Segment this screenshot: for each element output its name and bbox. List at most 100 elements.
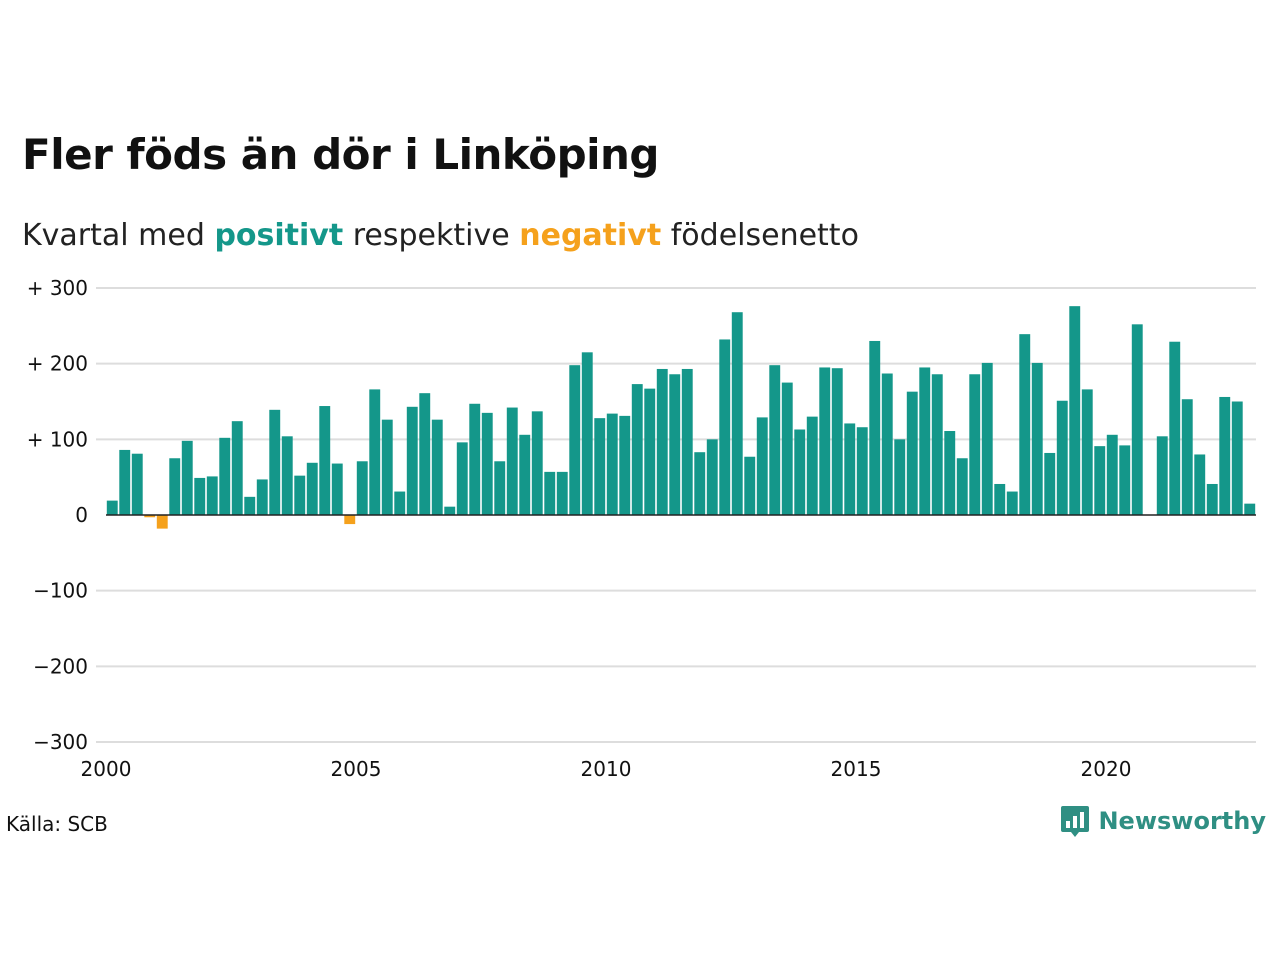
bar-2021Q4 bbox=[1194, 454, 1206, 515]
bar-2000Q3 bbox=[131, 453, 143, 515]
subtitle-negative-label: negativt bbox=[519, 218, 662, 253]
bar-2003Q3 bbox=[281, 436, 293, 515]
bar-2020Q3 bbox=[1131, 324, 1143, 515]
bar-2014Q2 bbox=[819, 367, 831, 515]
bar-2005Q1 bbox=[356, 461, 368, 515]
bar-2016Q2 bbox=[919, 367, 931, 515]
bar-2017Q4 bbox=[994, 483, 1006, 515]
bar-2015Q4 bbox=[894, 439, 906, 515]
subtitle-text-mid: respektive bbox=[352, 218, 510, 253]
bar-2007Q1 bbox=[456, 442, 468, 515]
y-tick-label: 0 bbox=[75, 503, 88, 527]
bar-2006Q4 bbox=[444, 506, 456, 515]
bar-2001Q1 bbox=[156, 515, 168, 529]
bar-2008Q2 bbox=[519, 434, 531, 515]
bar-2021Q2 bbox=[1169, 341, 1181, 515]
bar-2022Q4 bbox=[1244, 503, 1256, 515]
bar-2003Q2 bbox=[269, 409, 281, 515]
bar-2022Q2 bbox=[1219, 396, 1231, 515]
bar-2012Q3 bbox=[731, 312, 743, 515]
newsworthy-logo: Newsworthy bbox=[1060, 804, 1266, 838]
bar-2002Q1 bbox=[206, 476, 218, 515]
bar-2018Q4 bbox=[1044, 452, 1056, 515]
bar-2007Q2 bbox=[469, 403, 481, 515]
bar-2015Q2 bbox=[869, 340, 881, 515]
bar-2004Q3 bbox=[331, 463, 343, 515]
bar-2008Q1 bbox=[506, 407, 518, 515]
bar-2016Q1 bbox=[906, 391, 918, 515]
bar-2022Q3 bbox=[1231, 401, 1243, 515]
bar-2003Q1 bbox=[256, 479, 268, 515]
bar-2011Q3 bbox=[681, 368, 693, 515]
bar-2009Q4 bbox=[594, 418, 606, 515]
bar-2010Q2 bbox=[619, 415, 631, 515]
bar-2005Q3 bbox=[381, 419, 393, 515]
bar-2002Q2 bbox=[219, 437, 231, 515]
bar-2019Q3 bbox=[1081, 389, 1093, 515]
bar-2001Q2 bbox=[169, 458, 181, 515]
x-tick-label: 2015 bbox=[831, 757, 882, 781]
bar-2021Q1 bbox=[1156, 436, 1168, 515]
bar-2020Q2 bbox=[1119, 445, 1131, 515]
x-axis-labels: 2000 2005 2010 2015 2020 bbox=[81, 757, 1132, 781]
bar-2018Q2 bbox=[1019, 334, 1031, 515]
y-tick-label: + 200 bbox=[27, 352, 88, 376]
bar-2008Q3 bbox=[531, 411, 543, 515]
bar-2006Q3 bbox=[431, 419, 443, 515]
bar-2007Q4 bbox=[494, 461, 506, 515]
bar-2009Q2 bbox=[569, 365, 581, 515]
bar-2004Q1 bbox=[306, 462, 318, 515]
bar-2015Q1 bbox=[856, 427, 868, 515]
bar-2014Q3 bbox=[831, 368, 843, 515]
bar-chart-speech-icon bbox=[1061, 806, 1090, 837]
bar-2003Q4 bbox=[294, 475, 306, 515]
bar-2010Q1 bbox=[606, 413, 618, 515]
bar-2013Q2 bbox=[769, 365, 781, 515]
bar-2014Q4 bbox=[844, 423, 856, 515]
bar-2012Q2 bbox=[719, 339, 731, 515]
bar-2009Q1 bbox=[556, 471, 568, 515]
x-tick-label: 2010 bbox=[581, 757, 632, 781]
bar-2008Q4 bbox=[544, 471, 556, 515]
bar-2006Q2 bbox=[419, 393, 431, 515]
bar-2018Q1 bbox=[1006, 491, 1018, 515]
source-note: Källa: SCB bbox=[6, 812, 108, 836]
bar-2016Q3 bbox=[931, 374, 943, 515]
bar-2016Q4 bbox=[944, 431, 956, 515]
bar-2001Q4 bbox=[194, 477, 206, 515]
bar-2015Q3 bbox=[881, 373, 893, 515]
bar-2020Q1 bbox=[1106, 434, 1118, 515]
bar-2010Q4 bbox=[644, 388, 656, 515]
bar-2021Q3 bbox=[1181, 399, 1193, 515]
bar-2014Q1 bbox=[806, 416, 818, 515]
y-tick-label: + 100 bbox=[27, 427, 88, 451]
x-tick-label: 2000 bbox=[81, 757, 132, 781]
bar-2004Q4 bbox=[344, 515, 356, 525]
bar-2022Q1 bbox=[1206, 483, 1218, 515]
bar-2000Q1 bbox=[106, 500, 118, 515]
bar-2000Q2 bbox=[119, 449, 131, 515]
bar-2009Q3 bbox=[581, 352, 593, 515]
bar-2019Q2 bbox=[1069, 306, 1081, 515]
bar-2011Q4 bbox=[694, 452, 706, 515]
chart-subtitle: Kvartal med positivt respektive negativt… bbox=[22, 218, 859, 253]
bar-2017Q2 bbox=[969, 374, 981, 515]
bar-2013Q4 bbox=[794, 429, 806, 515]
bar-2018Q3 bbox=[1031, 362, 1043, 515]
bar-2005Q4 bbox=[394, 491, 406, 515]
bar-2011Q1 bbox=[656, 368, 668, 515]
bar-2012Q1 bbox=[706, 439, 718, 515]
bar-2019Q4 bbox=[1094, 446, 1106, 515]
bar-2019Q1 bbox=[1056, 400, 1068, 515]
bar-2013Q3 bbox=[781, 382, 793, 515]
bar-2001Q3 bbox=[181, 440, 193, 515]
bar-2017Q1 bbox=[956, 458, 968, 515]
y-tick-label: −100 bbox=[33, 579, 88, 603]
bar-2005Q2 bbox=[369, 389, 381, 515]
x-tick-label: 2005 bbox=[331, 757, 382, 781]
bar-2006Q1 bbox=[406, 406, 418, 515]
bar-2012Q4 bbox=[744, 456, 756, 515]
bar-2002Q3 bbox=[231, 421, 243, 515]
bar-2010Q3 bbox=[631, 384, 643, 515]
